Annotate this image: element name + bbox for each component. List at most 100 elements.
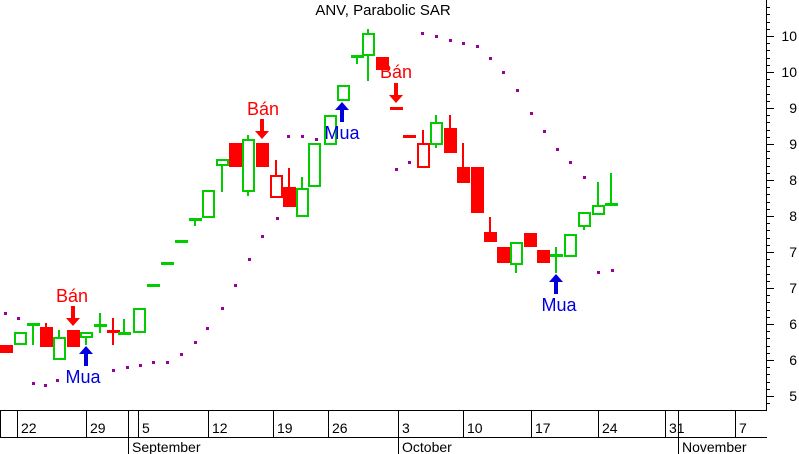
week-label: 12	[212, 420, 228, 436]
y-minor-tick	[766, 7, 770, 9]
y-minor-tick	[766, 115, 770, 117]
sar-dot	[206, 326, 209, 330]
y-minor-tick	[766, 165, 770, 167]
arrow-shaft	[394, 83, 398, 95]
chart-title: ANV, Parabolic SAR	[315, 2, 451, 19]
sar-dot	[476, 45, 479, 49]
sar-dot	[556, 148, 559, 152]
candle-wick	[85, 331, 87, 345]
y-minor-tick	[766, 79, 770, 81]
y-axis-label: 9	[789, 100, 797, 116]
sar-dot	[180, 352, 183, 356]
candle-wick	[489, 216, 491, 242]
candle-body	[605, 202, 618, 206]
candle-body	[94, 323, 107, 327]
y-major-tick	[766, 36, 774, 37]
week-label: 10	[467, 420, 483, 436]
candle-body	[592, 205, 605, 216]
candle-body	[417, 143, 430, 168]
week-divider	[273, 411, 274, 437]
y-minor-tick	[766, 316, 770, 318]
y-minor-tick	[766, 100, 770, 102]
y-minor-tick	[766, 172, 770, 174]
candle-wick	[32, 324, 34, 345]
signal-buy-label: Mua	[541, 295, 577, 315]
y-minor-tick	[766, 345, 770, 347]
week-divider	[665, 411, 666, 437]
y-axis-label: 10	[781, 28, 797, 44]
candle-body	[564, 234, 577, 258]
sar-dot	[44, 383, 47, 387]
week-label: 19	[277, 420, 293, 436]
arrow-shaft	[84, 354, 88, 366]
x-axis-line	[0, 410, 767, 411]
y-minor-tick	[766, 244, 770, 246]
candle-body	[270, 174, 283, 198]
sar-dot	[435, 34, 438, 38]
y-minor-tick	[766, 187, 770, 189]
month-label: November	[682, 439, 747, 454]
sar-dot	[315, 138, 318, 142]
candle-body	[471, 167, 484, 214]
buy-arrow-icon	[79, 346, 93, 366]
candle-body	[296, 187, 309, 217]
y-minor-tick	[766, 331, 770, 333]
sar-dot	[166, 360, 169, 364]
y-minor-tick	[766, 122, 770, 124]
week-label: 5	[142, 420, 150, 436]
candle-body	[27, 323, 40, 326]
y-axis-label: 10	[781, 64, 797, 80]
sar-dot	[32, 381, 35, 385]
y-minor-tick	[766, 194, 770, 196]
sar-dot	[248, 257, 251, 261]
week-label: 3	[402, 420, 410, 436]
sar-dot	[421, 31, 424, 35]
sar-dot	[139, 364, 142, 368]
arrow-head	[549, 274, 563, 282]
y-major-tick	[766, 288, 774, 289]
candle-body	[390, 107, 403, 110]
sar-dot	[408, 161, 411, 165]
sar-dot	[221, 306, 224, 310]
y-minor-tick	[766, 230, 770, 232]
month-label: October	[402, 439, 452, 454]
y-minor-tick	[766, 223, 770, 225]
sar-dot	[543, 130, 546, 134]
week-label: 31	[669, 420, 685, 436]
candle-body	[189, 217, 202, 221]
week-label: 29	[90, 420, 106, 436]
sar-dot	[4, 312, 7, 316]
y-major-tick	[766, 252, 774, 253]
week-label: 7	[739, 420, 747, 436]
candle-body	[362, 33, 375, 57]
candle-body	[578, 211, 591, 227]
sar-dot	[583, 175, 586, 179]
arrow-shaft	[260, 119, 264, 131]
sar-dot	[126, 366, 129, 370]
week-divider	[735, 411, 736, 437]
week-label: 24	[602, 420, 618, 436]
sell-arrow-icon	[389, 83, 403, 103]
y-axis-label: 8	[789, 172, 797, 188]
candle-body	[242, 138, 255, 193]
candle-body	[229, 143, 242, 168]
arrow-head	[255, 131, 269, 139]
arrow-head	[335, 102, 349, 110]
week-divider	[328, 411, 329, 437]
candle-body	[430, 121, 443, 145]
week-divider	[598, 411, 599, 437]
y-major-tick	[766, 180, 774, 181]
y-minor-tick	[766, 309, 770, 311]
sar-dot	[194, 341, 197, 345]
y-minor-tick	[766, 201, 770, 203]
candle-body	[337, 84, 350, 101]
month-divider	[128, 411, 129, 454]
arrow-head	[389, 95, 403, 103]
arrow-shaft	[340, 110, 344, 122]
candle-body	[376, 56, 389, 70]
y-minor-tick	[766, 338, 770, 340]
month-divider	[398, 411, 399, 454]
x-axis-row-line	[0, 437, 767, 438]
y-major-tick	[766, 72, 774, 73]
sar-dot	[152, 361, 155, 365]
